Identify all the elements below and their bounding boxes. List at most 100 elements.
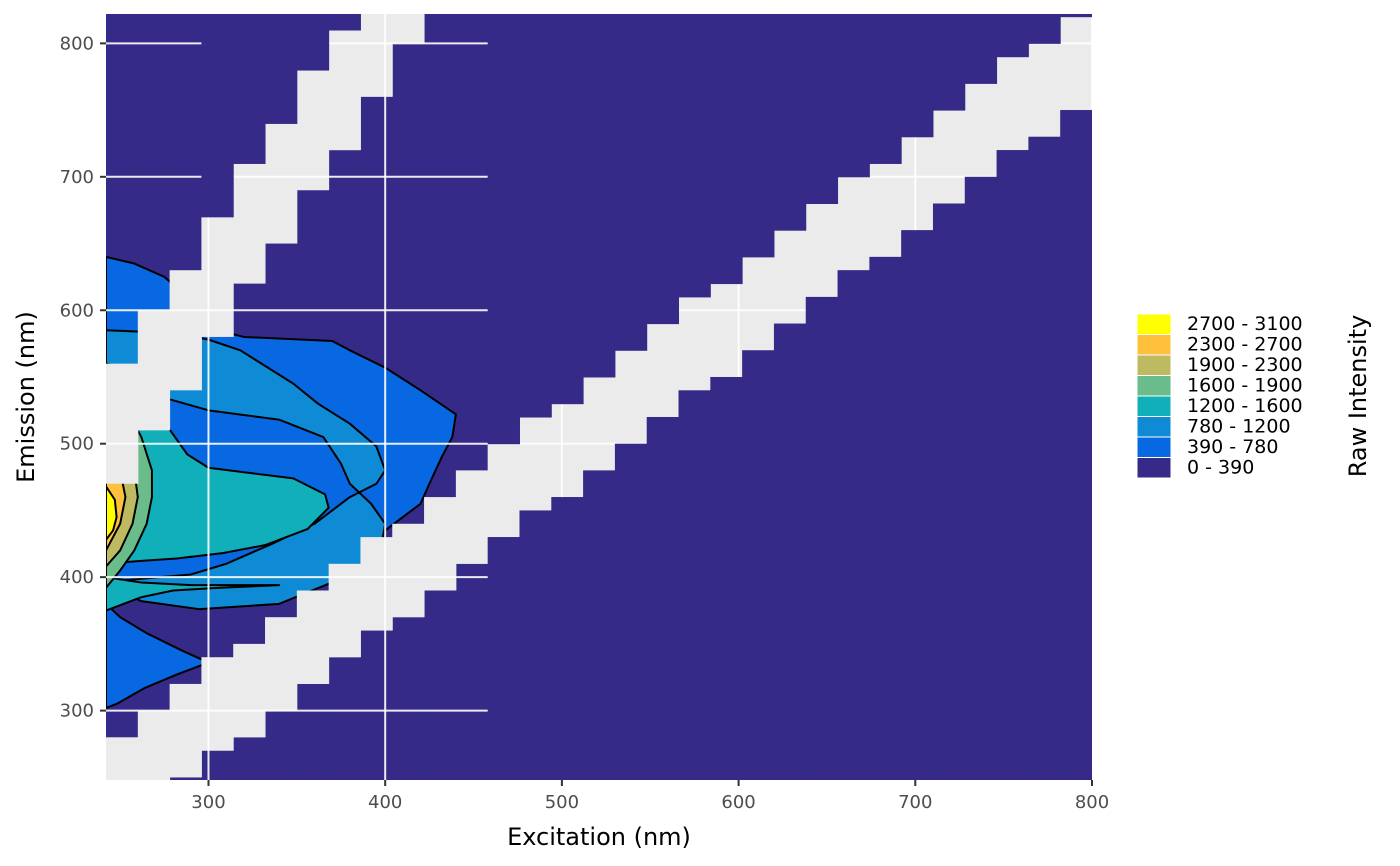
scatter-mask-cell-1 (328, 563, 361, 658)
level-cell-0-390 (742, 350, 775, 780)
y-tick-label: 300 (60, 701, 94, 722)
scatter-mask-cell-1 (106, 737, 139, 780)
legend-swatch (1136, 354, 1172, 376)
axes: 300 400 500 600 700 800 300 400 500 600 700 800 (60, 33, 1110, 813)
level-cell-0-390 (392, 617, 425, 780)
x-tick-label: 600 (721, 792, 755, 813)
x-tick-label: 300 (191, 792, 225, 813)
scatter-mask-cell-1 (996, 56, 1029, 151)
x-tick-label: 400 (368, 792, 402, 813)
level-cell-0-390 (837, 270, 870, 780)
scatter-mask-cell-2 (137, 310, 171, 431)
level-cell-0-390 (551, 497, 584, 780)
x-tick-label: 500 (545, 792, 579, 813)
level-cell-0-390 (1060, 14, 1092, 18)
y-tick-label: 500 (60, 434, 94, 455)
scatter-mask-cell-1 (964, 83, 998, 177)
level-cell-0-390 (551, 14, 584, 405)
level-cell-0-390 (583, 470, 616, 780)
level-cell-0-390 (201, 14, 234, 218)
legend-label: 1900 - 2300 (1187, 354, 1303, 376)
level-cell-0-390 (519, 14, 552, 418)
level-cell-0-390 (932, 203, 966, 780)
y-axis-title: Emission (nm) (12, 311, 40, 483)
level-cell-0-390 (678, 390, 711, 780)
scatter-mask-cell-1 (901, 136, 934, 231)
contour-region-780-1200 (106, 329, 387, 611)
contour-region-2700-3100 (106, 485, 118, 541)
scatter-mask-cell-2 (233, 163, 266, 284)
level-cell-0-390 (265, 710, 298, 780)
scatter-mask-cell-1 (360, 537, 393, 631)
legend-label: 1200 - 1600 (1187, 395, 1303, 417)
level-cell-0-390 (646, 14, 680, 325)
level-cell-0-390 (805, 14, 839, 204)
scatter-mask-cell-1 (932, 110, 966, 204)
grid-over-mask (106, 14, 1092, 780)
level-cell-0-390 (1060, 110, 1092, 780)
legend-swatch (1136, 313, 1172, 335)
level-cell-0-390 (710, 376, 743, 780)
level-cell-0-390 (360, 630, 393, 780)
contour-data (106, 14, 1092, 780)
level-cell-0-390 (964, 14, 998, 84)
legend-swatch (1136, 457, 1172, 479)
scatter-mask-cell-1 (773, 230, 807, 324)
scatter-mask-cell-2 (296, 70, 330, 191)
y-tick-label: 700 (60, 167, 94, 188)
scatter-mask-cell-1 (296, 590, 330, 684)
level-cell-0-390 (932, 14, 966, 111)
level-cell-0-390 (169, 14, 202, 271)
scatter-mask-cell-1 (1028, 43, 1061, 137)
scatter-mask-cell-1 (455, 470, 489, 564)
level-cell-0-390 (614, 443, 648, 780)
level-cell-0-390 (265, 14, 298, 124)
legend-label: 2700 - 3100 (1187, 313, 1303, 335)
x-tick-label: 800 (1075, 792, 1109, 813)
scatter-mask-cell-1 (137, 710, 171, 780)
level-cell-0-390 (328, 657, 361, 780)
level-cell-0-390 (137, 14, 171, 311)
scatter-mask-cell-2 (392, 14, 425, 44)
scatter-mask-cell-1 (265, 617, 298, 711)
legend-title: Raw Intensity (1344, 315, 1372, 478)
scatter-mask-cell-2 (328, 30, 361, 151)
level-cell-0-390 (646, 417, 680, 780)
level-cell-0-390 (678, 14, 711, 298)
level-cell-0-390 (583, 14, 616, 378)
level-cell-0-390 (837, 14, 870, 178)
legend-label: 2300 - 2700 (1187, 334, 1303, 356)
level-cell-0-390 (233, 14, 266, 164)
scatter-mask-cell-1 (551, 403, 584, 498)
y-tick-label: 400 (60, 567, 94, 588)
scatter-mask-cell-1 (742, 256, 775, 351)
level-cell-0-390 (1028, 136, 1061, 780)
scatter-mask-cell-2 (265, 123, 298, 244)
level-cell-0-390 (487, 14, 520, 445)
legend-label: 1600 - 1900 (1187, 375, 1303, 397)
level-cell-0-390 (614, 14, 648, 351)
level-cell-0-390 (233, 737, 266, 780)
level-cell-0-390 (964, 176, 998, 780)
scatter-mask-cell-1 (233, 643, 266, 738)
legend-swatch (1136, 375, 1172, 397)
level-cell-0-390 (773, 323, 807, 780)
scatter-mask-cell-2 (106, 363, 139, 484)
level-cell-0-390 (519, 510, 552, 780)
scatter-mask-cell-1 (392, 523, 425, 618)
scatter-mask-cell-1 (869, 163, 902, 257)
scatter-mask-cell-1 (710, 283, 743, 377)
level-cell-0-390 (773, 14, 807, 231)
scatter-mask-cell-2 (169, 270, 202, 391)
scatter-mask-cell-1 (583, 376, 616, 471)
level-cell-0-390 (455, 563, 489, 780)
scatter-mask-cell-1 (519, 417, 552, 511)
scatter-mask-cell-1 (614, 350, 648, 444)
legend-label: 0 - 390 (1187, 457, 1254, 479)
y-tick-label: 600 (60, 300, 94, 321)
level-cell-0-390 (901, 230, 934, 780)
scatter-mask-cell-1 (678, 296, 711, 391)
scatter-mask-cell-2 (201, 216, 234, 337)
